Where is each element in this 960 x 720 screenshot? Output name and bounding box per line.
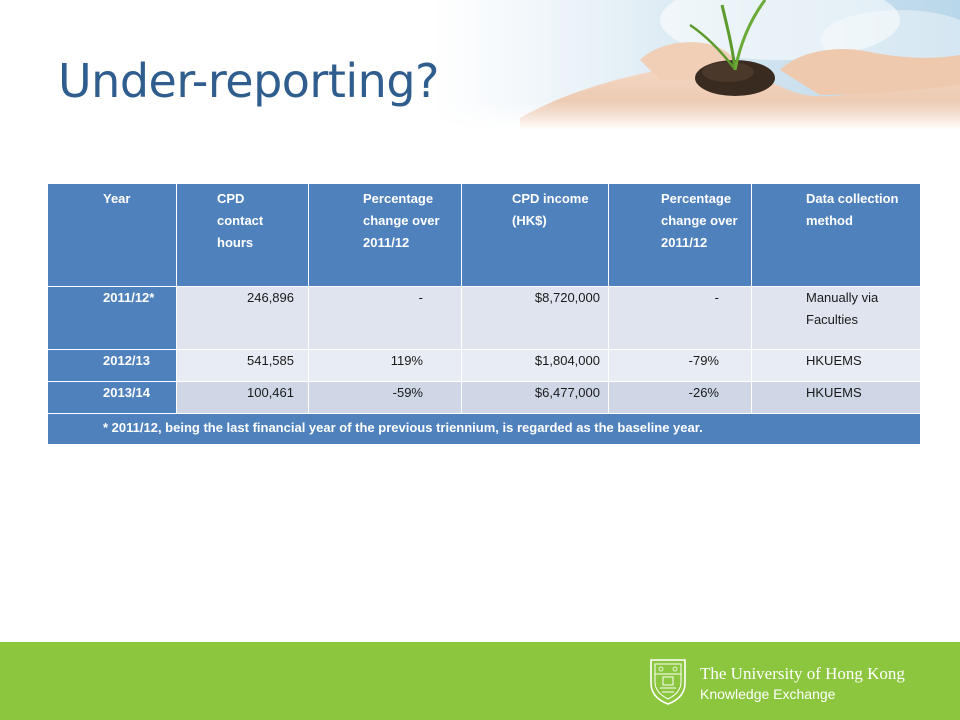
cell-method: HKUEMS <box>751 381 921 414</box>
cell-hours-change: -59% <box>308 381 462 414</box>
cell-year: 2011/12* <box>47 286 177 350</box>
cell-hours-change: - <box>308 286 462 350</box>
table-footnote: * 2011/12, being the last financial year… <box>47 413 921 445</box>
table-footnote-row: * 2011/12, being the last financial year… <box>47 413 921 445</box>
cell-income-change: -79% <box>608 349 752 382</box>
slide-title: Under-reporting? <box>58 54 439 108</box>
cell-income-change: - <box>608 286 752 350</box>
cell-income: $8,720,000 <box>461 286 609 350</box>
cell-year: 2013/14 <box>47 381 177 414</box>
header-collection-method: Data collection method <box>751 183 921 287</box>
slide-header: Under-reporting? <box>0 0 960 130</box>
cell-income: $1,804,000 <box>461 349 609 382</box>
cell-hours: 246,896 <box>176 286 309 350</box>
cpd-data-table: Year CPD contact hours Percentage change… <box>47 183 921 445</box>
footer-band: The University of Hong Kong Knowledge Ex… <box>0 642 960 720</box>
cell-year: 2012/13 <box>47 349 177 382</box>
university-name: The University of Hong Kong <box>700 664 905 683</box>
cell-income: $6,477,000 <box>461 381 609 414</box>
cell-method: HKUEMS <box>751 349 921 382</box>
cell-method: Manually via Faculties <box>751 286 921 350</box>
header-year: Year <box>47 183 177 287</box>
hands-seedling-image <box>0 0 960 130</box>
cell-hours: 541,585 <box>176 349 309 382</box>
cell-income-change: -26% <box>608 381 752 414</box>
cell-hours: 100,461 <box>176 381 309 414</box>
university-crest-logo <box>650 659 686 705</box>
unit-name: Knowledge Exchange <box>700 686 836 702</box>
table-row: 2011/12* 246,896 - $8,720,000 - Manually… <box>47 286 921 350</box>
table-header-row: Year CPD contact hours Percentage change… <box>47 183 921 287</box>
cell-hours-change: 119% <box>308 349 462 382</box>
header-hours-change: Percentage change over 2011/12 <box>308 183 462 287</box>
table-row: 2012/13 541,585 119% $1,804,000 -79% HKU… <box>47 349 921 382</box>
header-cpd-income: CPD income (HK$) <box>461 183 609 287</box>
header-cpd-hours: CPD contact hours <box>176 183 309 287</box>
header-income-change: Percentage change over 2011/12 <box>608 183 752 287</box>
table-row: 2013/14 100,461 -59% $6,477,000 -26% HKU… <box>47 381 921 414</box>
